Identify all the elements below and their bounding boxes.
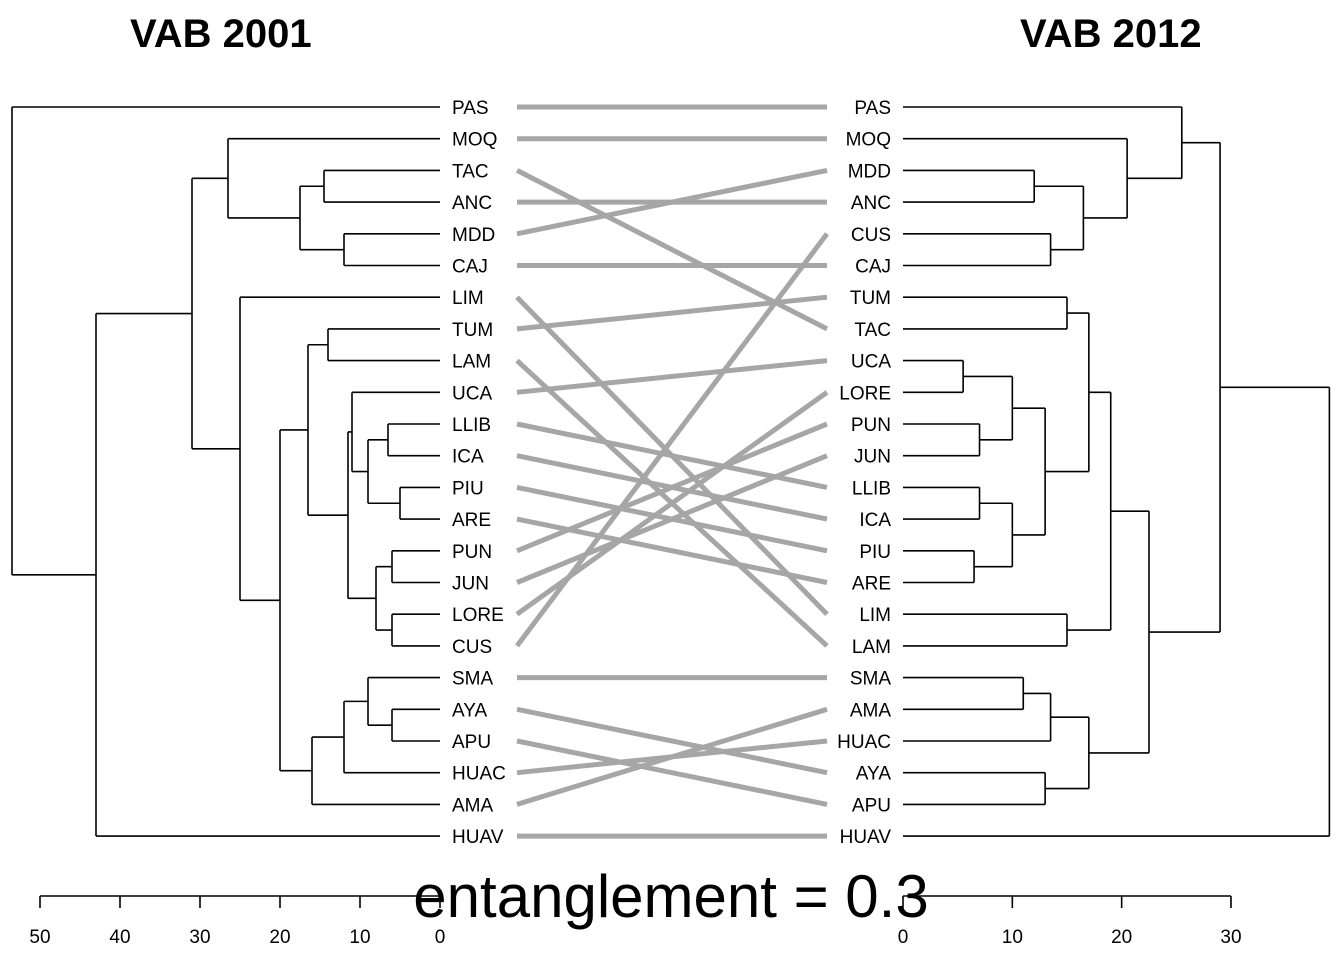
connector-tac <box>515 168 829 332</box>
left-axis-tick-label: 40 <box>109 927 130 948</box>
connector-uca <box>516 358 828 395</box>
right-leaf-label-uca: UCA <box>851 352 891 373</box>
connector-tum <box>516 294 828 332</box>
left-leaf-label-mdd: MDD <box>452 225 495 246</box>
left-leaf-label-pun: PUN <box>452 542 492 563</box>
left-leaf-label-ama: AMA <box>452 795 494 816</box>
connector-aya <box>516 706 828 776</box>
connector-jun <box>516 453 828 585</box>
right-leaf-label-ama: AMA <box>850 700 892 721</box>
right-leaf-label-are: ARE <box>852 574 891 595</box>
right-leaf-label-cus: CUS <box>851 225 891 246</box>
left-leaf-label-sma: SMA <box>452 669 494 690</box>
left-dendrogram-title: VAB 2001 <box>130 12 312 56</box>
left-leaf-label-tum: TUM <box>452 320 493 341</box>
connector-llib <box>516 421 828 490</box>
right-leaf-label-anc: ANC <box>851 193 891 214</box>
right-leaf-label-caj: CAJ <box>855 257 891 278</box>
left-leaf-label-cus: CUS <box>452 637 492 658</box>
right-leaf-label-jun: JUN <box>854 447 891 468</box>
right-leaf-label-aya: AYA <box>856 764 892 785</box>
right-leaf-label-mdd: MDD <box>848 161 891 182</box>
left-leaf-label-aya: AYA <box>452 700 488 721</box>
connector-cus <box>515 232 829 648</box>
right-leaf-label-ica: ICA <box>859 510 891 531</box>
left-axis-tick-label: 50 <box>29 927 50 948</box>
left-leaf-label-apu: APU <box>452 732 491 753</box>
left-leaf-label-tac: TAC <box>452 161 489 182</box>
connector-ama <box>516 706 828 807</box>
connector-apu <box>516 738 828 807</box>
left-leaf-label-lam: LAM <box>452 352 491 373</box>
left-axis-tick-label: 10 <box>349 927 370 948</box>
left-leaf-label-uca: UCA <box>452 383 492 404</box>
right-axis-tick-label: 10 <box>1002 927 1023 948</box>
right-leaf-label-pas: PAS <box>854 98 891 119</box>
left-leaf-label-anc: ANC <box>452 193 492 214</box>
left-leaf-label-moq: MOQ <box>452 130 497 151</box>
left-axis-tick-label: 30 <box>189 927 210 948</box>
left-leaf-label-caj: CAJ <box>452 257 488 278</box>
right-leaf-label-lam: LAM <box>852 637 891 658</box>
left-leaf-label-jun: JUN <box>452 574 489 595</box>
left-leaf-label-huac: HUAC <box>452 764 506 785</box>
right-leaf-label-tum: TUM <box>850 288 891 309</box>
right-dendrogram-title: VAB 2012 <box>1020 12 1202 56</box>
left-leaf-label-llib: LLIB <box>452 415 491 436</box>
left-leaf-label-pas: PAS <box>452 98 489 119</box>
right-leaf-label-moq: MOQ <box>846 130 891 151</box>
right-leaf-label-lim: LIM <box>859 605 891 626</box>
right-axis-tick-label: 0 <box>898 927 909 948</box>
right-leaf-label-huac: HUAC <box>837 732 891 753</box>
left-leaf-label-lim: LIM <box>452 288 484 309</box>
connector-mdd <box>516 167 828 237</box>
left-leaf-label-huav: HUAV <box>452 827 504 848</box>
right-leaf-label-sma: SMA <box>850 669 892 690</box>
connector-are <box>516 516 828 585</box>
connector-pun <box>516 421 828 554</box>
left-leaf-label-lore: LORE <box>452 605 504 626</box>
right-leaf-label-piu: PIU <box>859 542 891 563</box>
right-leaf-label-llib: LLIB <box>852 478 891 499</box>
right-axis-tick-label: 20 <box>1111 927 1132 948</box>
left-leaf-label-are: ARE <box>452 510 491 531</box>
left-leaf-label-ica: ICA <box>452 447 484 468</box>
right-leaf-label-apu: APU <box>852 795 891 816</box>
left-axis-tick-label: 0 <box>435 927 446 948</box>
entanglement-label: entanglement = 0.3 <box>413 863 928 930</box>
right-leaf-label-lore: LORE <box>839 383 891 404</box>
left-axis-tick-label: 20 <box>269 927 290 948</box>
right-leaf-label-tac: TAC <box>854 320 891 341</box>
right-leaf-label-pun: PUN <box>851 415 891 436</box>
right-leaf-label-huav: HUAV <box>840 827 892 848</box>
right-axis-tick-label: 30 <box>1220 927 1241 948</box>
left-leaf-label-piu: PIU <box>452 478 484 499</box>
